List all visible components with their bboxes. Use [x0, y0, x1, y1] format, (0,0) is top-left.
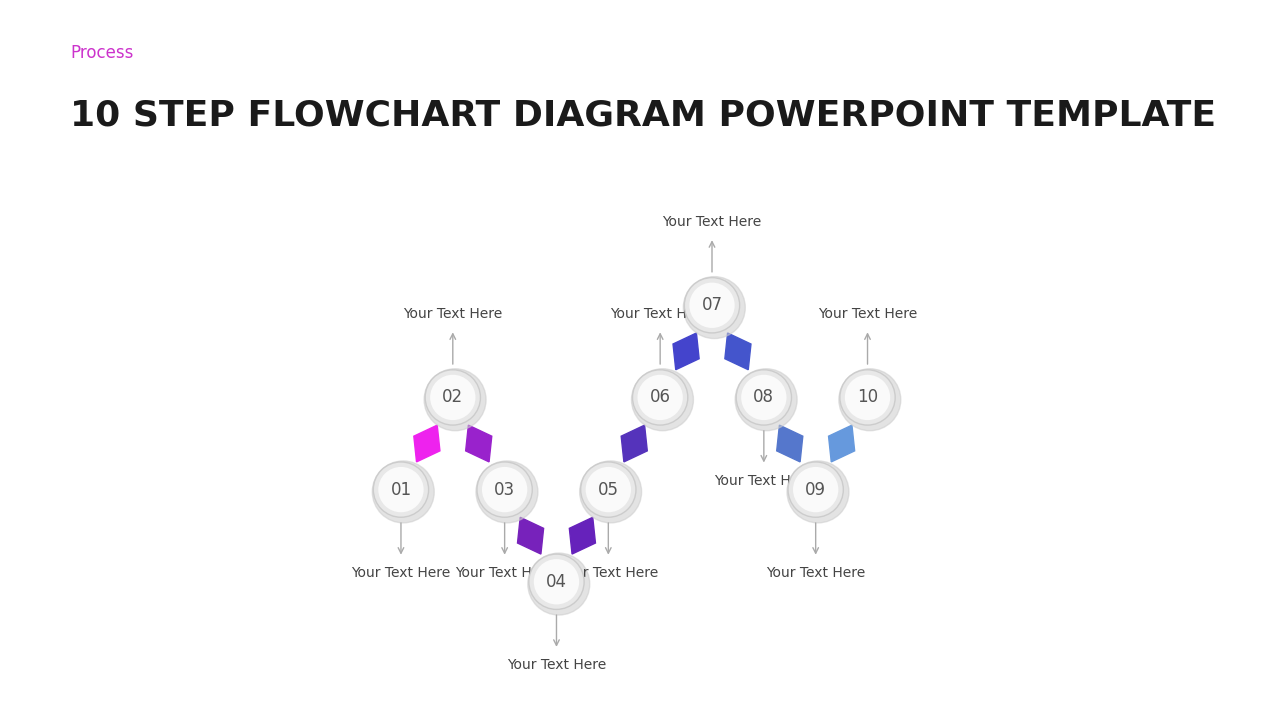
Circle shape — [631, 369, 694, 431]
Circle shape — [534, 559, 579, 604]
Polygon shape — [517, 517, 544, 554]
Text: Your Text Here: Your Text Here — [714, 474, 814, 488]
Circle shape — [684, 276, 745, 338]
Circle shape — [632, 370, 687, 425]
Circle shape — [685, 278, 740, 333]
Text: 02: 02 — [442, 388, 463, 406]
Circle shape — [580, 461, 641, 523]
Text: 05: 05 — [598, 481, 618, 498]
Circle shape — [374, 462, 429, 517]
Polygon shape — [777, 425, 803, 462]
Text: 09: 09 — [805, 481, 826, 498]
Circle shape — [845, 375, 890, 420]
Polygon shape — [673, 333, 699, 370]
Circle shape — [581, 462, 636, 517]
Circle shape — [425, 370, 480, 425]
Text: Your Text Here: Your Text Here — [818, 307, 918, 321]
Text: Your Text Here: Your Text Here — [351, 566, 451, 580]
Text: Your Text Here: Your Text Here — [662, 215, 762, 229]
Text: 01: 01 — [390, 481, 412, 498]
Text: 10 STEP FLOWCHART DIAGRAM POWERPOINT TEMPLATE: 10 STEP FLOWCHART DIAGRAM POWERPOINT TEM… — [70, 98, 1216, 132]
Text: Your Text Here: Your Text Here — [403, 307, 503, 321]
Polygon shape — [621, 425, 648, 462]
Text: 04: 04 — [547, 573, 567, 590]
Text: 06: 06 — [650, 388, 671, 406]
Circle shape — [741, 375, 786, 420]
Circle shape — [690, 283, 735, 328]
Circle shape — [637, 375, 682, 420]
Circle shape — [788, 462, 844, 517]
Circle shape — [787, 461, 849, 523]
Polygon shape — [413, 425, 440, 462]
Text: Process: Process — [70, 45, 134, 63]
Polygon shape — [570, 517, 595, 554]
Circle shape — [840, 370, 895, 425]
Circle shape — [372, 461, 434, 523]
Circle shape — [476, 461, 538, 523]
Text: 07: 07 — [701, 297, 722, 314]
Text: 03: 03 — [494, 481, 516, 498]
Circle shape — [838, 369, 901, 431]
Circle shape — [527, 553, 590, 615]
Text: Your Text Here: Your Text Here — [507, 658, 607, 672]
Text: Your Text Here: Your Text Here — [454, 566, 554, 580]
Circle shape — [483, 467, 527, 512]
Circle shape — [379, 467, 424, 512]
Circle shape — [735, 369, 797, 431]
Polygon shape — [466, 425, 492, 462]
Text: Your Text Here: Your Text Here — [558, 566, 658, 580]
Polygon shape — [724, 333, 751, 370]
Polygon shape — [828, 425, 855, 462]
Circle shape — [736, 370, 791, 425]
Text: Your Text Here: Your Text Here — [611, 307, 710, 321]
Circle shape — [424, 369, 486, 431]
Circle shape — [430, 375, 475, 420]
Text: 10: 10 — [856, 388, 878, 406]
Circle shape — [794, 467, 838, 512]
Circle shape — [477, 462, 532, 517]
Text: Your Text Here: Your Text Here — [765, 566, 865, 580]
Circle shape — [529, 554, 584, 609]
Text: 08: 08 — [754, 388, 774, 406]
Circle shape — [586, 467, 631, 512]
